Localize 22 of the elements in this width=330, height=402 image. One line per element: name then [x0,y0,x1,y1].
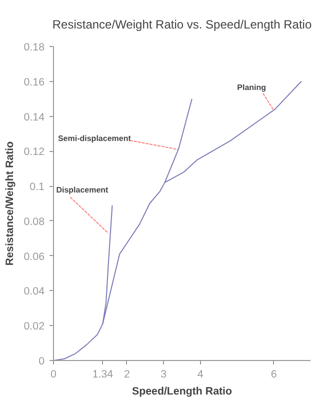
annotation: Displacement [56,186,109,195]
chart-title: Resistance/Weight Ratio vs. Speed/Length Ratio [52,18,312,32]
x-tick-label: 2 [124,368,130,380]
y-tick-label: 0 [38,356,45,368]
y-tick-label: 0.08 [24,216,45,228]
x-tick-label: 6 [270,368,277,380]
y-tick-label: 0.06 [24,250,45,263]
y-tick-label: 0.04 [24,286,45,298]
annotation: Semi-displacement [58,134,132,143]
x-tick-label: 1.34 [92,368,114,380]
y-tick-label: 0.14 [24,111,45,124]
y-tick-label: 0.02 [24,320,45,333]
y-tick-label: 0.18 [24,42,45,54]
x-tick-label: 3 [160,368,167,380]
x-axis-title: Speed/Length Ratio [132,386,233,398]
y-tick-label: 0.16 [24,76,45,88]
y-axis-title: Resistance/Weight Ratio [4,140,16,266]
annotation: Planing [237,82,266,92]
x-tick-label: 4 [197,368,204,380]
y-tick-label: 0.12 [24,146,45,158]
y-tick-label: 0.1 [30,181,45,194]
x-tick-label: 0 [50,368,57,380]
